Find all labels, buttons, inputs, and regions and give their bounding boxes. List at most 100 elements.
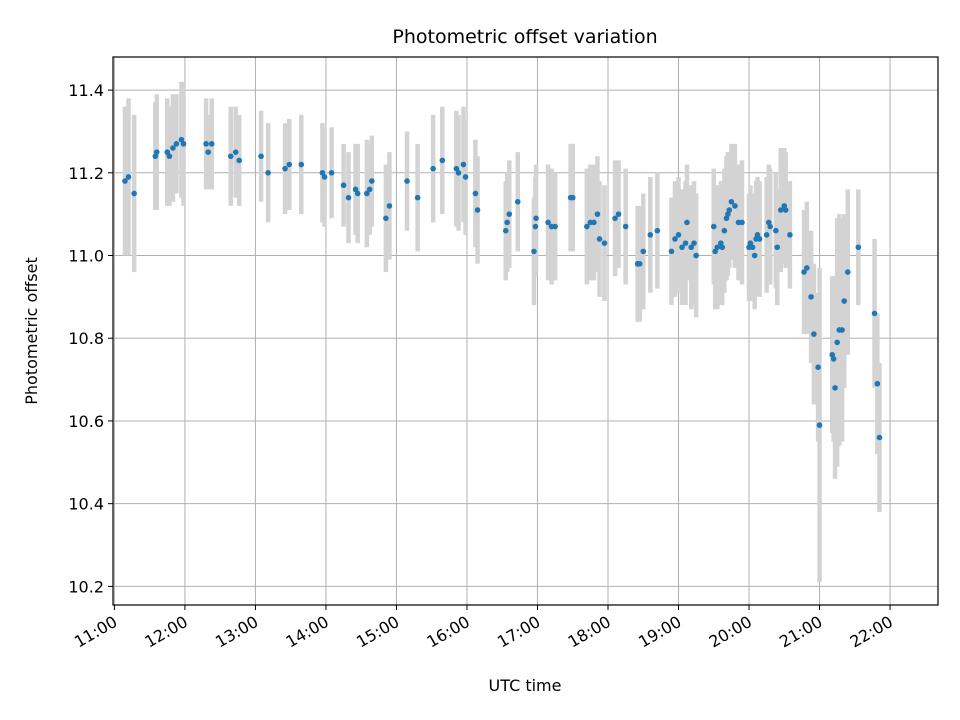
- data-point: [830, 356, 837, 362]
- data-point: [756, 236, 763, 242]
- data-point: [514, 198, 521, 205]
- data-point: [340, 182, 347, 189]
- data-point: [747, 240, 754, 246]
- data-point: [282, 165, 288, 172]
- data-point: [208, 141, 215, 147]
- y-tick-label: 11.0: [68, 247, 104, 266]
- data-point: [622, 223, 629, 230]
- data-point: [474, 207, 481, 213]
- data-point: [801, 269, 807, 275]
- data-point: [876, 434, 883, 441]
- y-tick-label: 10.2: [68, 577, 104, 596]
- data-point: [739, 219, 745, 226]
- data-point: [404, 178, 410, 184]
- data-point: [170, 145, 176, 151]
- data-point: [719, 244, 726, 251]
- data-point: [178, 136, 185, 143]
- chart-title: Photometric offset variation: [392, 26, 657, 48]
- data-point: [841, 298, 848, 304]
- data-point: [782, 207, 789, 213]
- data-point: [679, 244, 685, 251]
- data-point: [811, 331, 817, 337]
- data-point: [532, 223, 539, 230]
- data-point: [153, 149, 160, 155]
- data-point: [439, 157, 446, 164]
- data-point: [640, 248, 647, 255]
- data-point: [601, 240, 608, 246]
- data-point: [839, 327, 845, 333]
- data-point: [298, 161, 305, 168]
- data-point: [125, 174, 132, 180]
- x-axis-title: UTC time: [489, 676, 562, 695]
- data-point: [584, 223, 590, 230]
- y-axis-title: Photometric offset: [22, 257, 41, 405]
- data-point: [691, 240, 697, 246]
- data-point: [364, 190, 370, 197]
- data-point: [615, 211, 622, 217]
- data-point: [236, 157, 243, 164]
- data-point: [647, 232, 654, 238]
- data-point: [205, 149, 211, 155]
- data-point: [531, 248, 537, 255]
- data-point: [684, 219, 690, 226]
- data-point: [232, 149, 239, 155]
- data-point: [383, 215, 389, 222]
- data-point: [265, 170, 271, 176]
- data-point: [834, 339, 840, 346]
- data-point: [844, 269, 851, 275]
- data-point: [504, 219, 510, 226]
- data-point: [506, 211, 513, 217]
- data-point: [368, 178, 375, 184]
- data-point: [787, 232, 793, 238]
- data-point: [453, 165, 460, 172]
- data-point: [352, 186, 359, 193]
- data-point: [714, 244, 721, 251]
- data-point: [460, 161, 467, 168]
- data-point: [203, 141, 209, 147]
- data-point: [855, 244, 862, 251]
- plot-area: [113, 57, 938, 605]
- data-point: [591, 219, 597, 226]
- data-point: [502, 227, 509, 234]
- data-point: [871, 310, 878, 317]
- data-point: [612, 215, 618, 222]
- data-point: [751, 252, 758, 259]
- data-point: [122, 178, 128, 184]
- data-point: [227, 153, 234, 160]
- data-point: [636, 260, 643, 267]
- data-point: [732, 203, 738, 209]
- data-point: [816, 422, 823, 428]
- data-point: [386, 203, 393, 209]
- data-point: [832, 385, 838, 391]
- data-point: [777, 207, 784, 213]
- data-point: [675, 232, 682, 238]
- data-point: [166, 153, 173, 160]
- data-point: [164, 149, 171, 155]
- data-point: [728, 198, 735, 205]
- data-point: [754, 232, 761, 238]
- data-point: [767, 223, 773, 230]
- data-point: [328, 170, 335, 176]
- plot-frame: [112, 56, 939, 606]
- y-tick-label: 11.4: [68, 81, 104, 100]
- data-point: [668, 248, 675, 255]
- data-point: [815, 364, 821, 370]
- data-point: [688, 244, 695, 251]
- y-tick-label: 10.8: [68, 329, 104, 348]
- data-point: [345, 194, 352, 201]
- data-point: [173, 141, 180, 147]
- data-point: [774, 244, 781, 251]
- data-point: [804, 265, 810, 271]
- data-point: [710, 223, 717, 230]
- data-point: [596, 236, 603, 242]
- data-point: [258, 153, 264, 160]
- data-points: [122, 136, 883, 441]
- data-point: [180, 141, 187, 147]
- data-point: [354, 190, 361, 197]
- y-tick-label: 11.2: [68, 164, 104, 183]
- data-point: [321, 174, 328, 180]
- data-point: [533, 215, 539, 222]
- data-point: [721, 227, 728, 234]
- data-point: [808, 294, 814, 300]
